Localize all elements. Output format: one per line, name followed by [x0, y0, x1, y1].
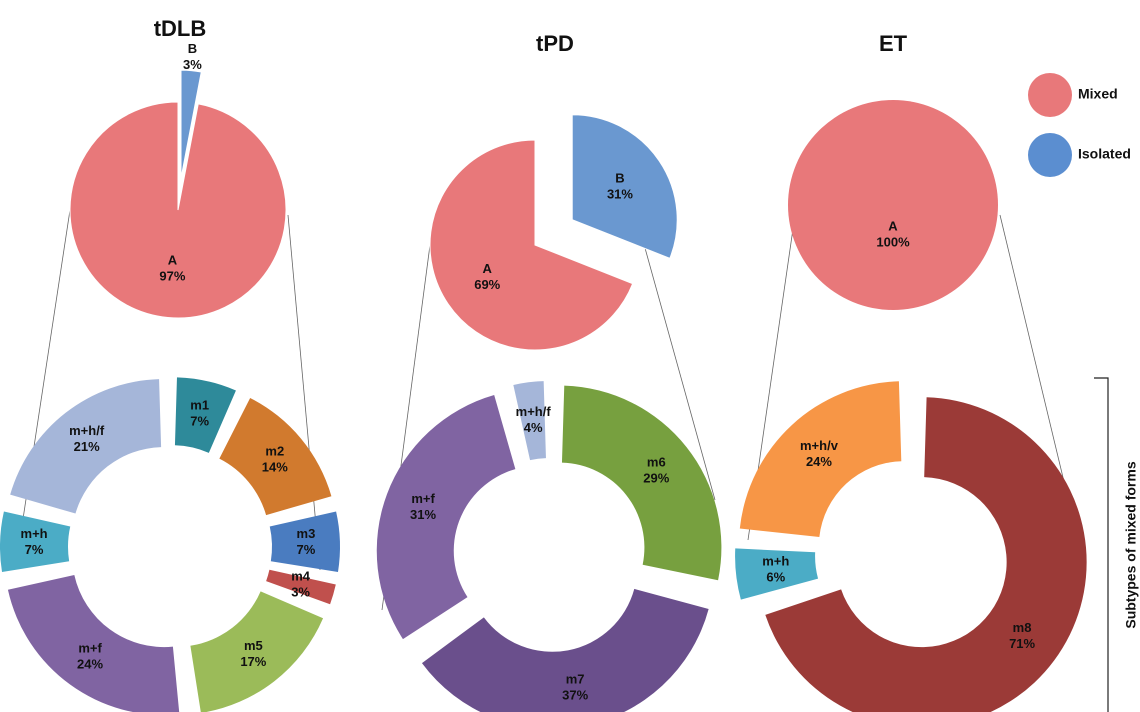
slice-value-label: 7% [297, 542, 316, 557]
donut-segment [376, 395, 516, 640]
slice-category: m1 [190, 398, 209, 413]
slice-category: m+h/v [800, 438, 839, 453]
slice-category: m+f [78, 640, 102, 655]
donut-segment [219, 397, 332, 516]
slice-value-label: 14% [262, 460, 288, 475]
legend-label: Isolated [1078, 146, 1131, 162]
legend-swatch [1028, 73, 1072, 117]
slice-category: m8 [1013, 620, 1032, 635]
slice-category: A [888, 218, 898, 233]
slice-value-label: 69% [474, 277, 500, 292]
donut-segment [266, 569, 336, 605]
chart-title: ET [879, 31, 908, 56]
slice-value-label: 21% [74, 439, 100, 454]
donut-segment [7, 575, 180, 712]
side-label: Subtypes of mixed forms [1123, 461, 1139, 628]
slice-category: m+h/f [69, 423, 105, 438]
slice-category: m3 [297, 526, 316, 541]
slice-value-label: 97% [159, 269, 185, 284]
pie-slice [788, 100, 998, 310]
slice-value-label: 3% [291, 584, 310, 599]
pie-slice [429, 139, 634, 351]
connectors [15, 209, 1109, 712]
slice-category: m4 [291, 568, 311, 583]
slice-category: m+h [762, 553, 789, 568]
donut-segment [739, 381, 902, 538]
slice-value-label: 7% [190, 414, 209, 429]
bracket [1094, 377, 1109, 712]
slice-value-label: 6% [766, 569, 785, 584]
slice-category: m7 [566, 672, 585, 687]
slice-category: A [168, 253, 178, 268]
slice-category: m5 [244, 638, 263, 653]
slice-value-label: 24% [806, 454, 832, 469]
slice-value-label: 17% [240, 654, 266, 669]
donut-segment [513, 381, 546, 461]
legend-label: Mixed [1078, 86, 1118, 102]
slice-category: B [615, 171, 624, 186]
connector [287, 214, 321, 571]
donut-segment [190, 591, 324, 712]
slice-category: m2 [265, 444, 284, 459]
donut-segment [561, 385, 722, 581]
pie-slice [180, 69, 202, 179]
legend-swatch [1028, 133, 1072, 177]
pie-slice [571, 114, 678, 260]
connector [639, 229, 716, 501]
donut-segment [10, 379, 162, 514]
slice-category: m+h [21, 526, 48, 541]
slice-category: B [188, 41, 197, 56]
slice-value-label: 31% [607, 187, 633, 202]
donut-segment [765, 397, 1087, 712]
donut-segment [174, 377, 236, 453]
donut-segment [0, 511, 71, 572]
slice-value-label: 37% [562, 688, 588, 703]
pie-slice [69, 101, 287, 319]
chart-title: tPD [536, 31, 574, 56]
chart-title: tDLB [154, 16, 207, 41]
slice-value-label: 7% [25, 542, 44, 557]
slice-value-label: 71% [1009, 636, 1035, 651]
slice-category: m6 [647, 454, 666, 469]
slice-value-label: 31% [410, 507, 436, 522]
donut-segment [735, 548, 819, 600]
slice-value-label: 100% [876, 234, 910, 249]
slice-category: m+f [411, 491, 435, 506]
slice-category: m+h/f [516, 404, 552, 419]
slice-value-label: 3% [183, 57, 202, 72]
connector [15, 209, 71, 566]
slice-category: A [483, 261, 493, 276]
slice-value-label: 4% [524, 420, 543, 435]
slice-value-label: 24% [77, 656, 103, 671]
donut-segment [421, 588, 709, 712]
slice-value-label: 29% [643, 470, 669, 485]
donut-segment [269, 511, 340, 572]
